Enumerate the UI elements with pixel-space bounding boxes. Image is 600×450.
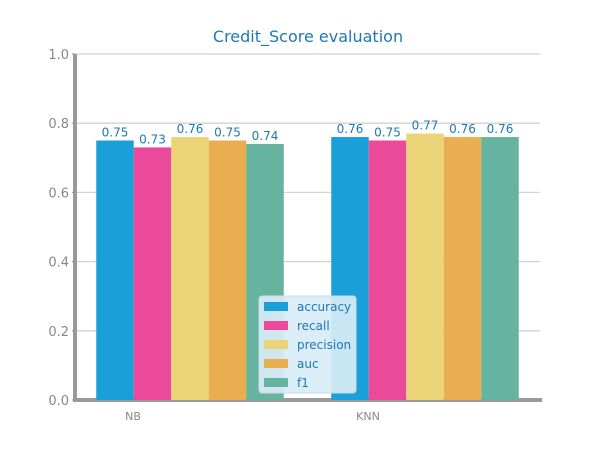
data-label: 0.76 xyxy=(337,122,364,136)
y-tick-label: 0.8 xyxy=(48,117,69,132)
legend-swatch-f1 xyxy=(264,378,288,387)
y-tick-label: 0.0 xyxy=(48,394,69,409)
bar-recall-knn xyxy=(368,140,407,400)
legend-label-auc: auc xyxy=(297,357,319,371)
y-tick-label: 0.4 xyxy=(48,256,69,271)
legend-label-accuracy: accuracy xyxy=(297,300,351,314)
legend-swatch-accuracy xyxy=(264,302,288,311)
y-tick-label: 1.0 xyxy=(48,48,69,63)
bar-auc-nb xyxy=(208,140,247,400)
bar-recall-nb xyxy=(133,147,172,400)
data-label: 0.75 xyxy=(102,126,129,140)
legend-label-precision: precision xyxy=(297,338,351,352)
legend: accuracy recall precision auc f1 xyxy=(258,295,357,394)
legend-box xyxy=(258,295,357,394)
chart-title: Credit_Score evaluation xyxy=(213,27,403,47)
tick-labels: 0.0 0.2 0.4 0.6 0.8 1.0 NB KNN xyxy=(48,48,380,423)
data-label: 0.76 xyxy=(487,122,514,136)
legend-label-f1: f1 xyxy=(297,376,309,390)
x-tick-label-knn: KNN xyxy=(356,410,380,423)
data-label: 0.73 xyxy=(139,132,166,146)
data-label: 0.75 xyxy=(374,126,401,140)
legend-label-recall: recall xyxy=(297,319,330,333)
data-label: 0.76 xyxy=(177,122,204,136)
bar-precision-knn xyxy=(406,133,444,400)
legend-swatch-auc xyxy=(264,359,288,368)
bar-f1-knn xyxy=(481,137,519,401)
data-label: 0.77 xyxy=(412,119,439,133)
data-label: 0.75 xyxy=(214,126,241,140)
x-tick-label-nb: NB xyxy=(125,410,141,423)
data-label: 0.76 xyxy=(449,122,476,136)
y-tick-label: 0.2 xyxy=(48,325,69,340)
data-labels: 0.75 0.76 0.73 0.75 0.76 0.77 0.75 0.76 0.74 0.76 xyxy=(102,119,514,147)
y-tick-label: 0.6 xyxy=(48,186,69,201)
legend-swatch-recall xyxy=(264,321,288,330)
bar-precision-nb xyxy=(171,137,209,401)
bar-accuracy-nb xyxy=(96,140,134,400)
data-label: 0.74 xyxy=(252,129,279,143)
bar-auc-knn xyxy=(443,137,482,401)
legend-swatch-precision xyxy=(264,340,288,349)
